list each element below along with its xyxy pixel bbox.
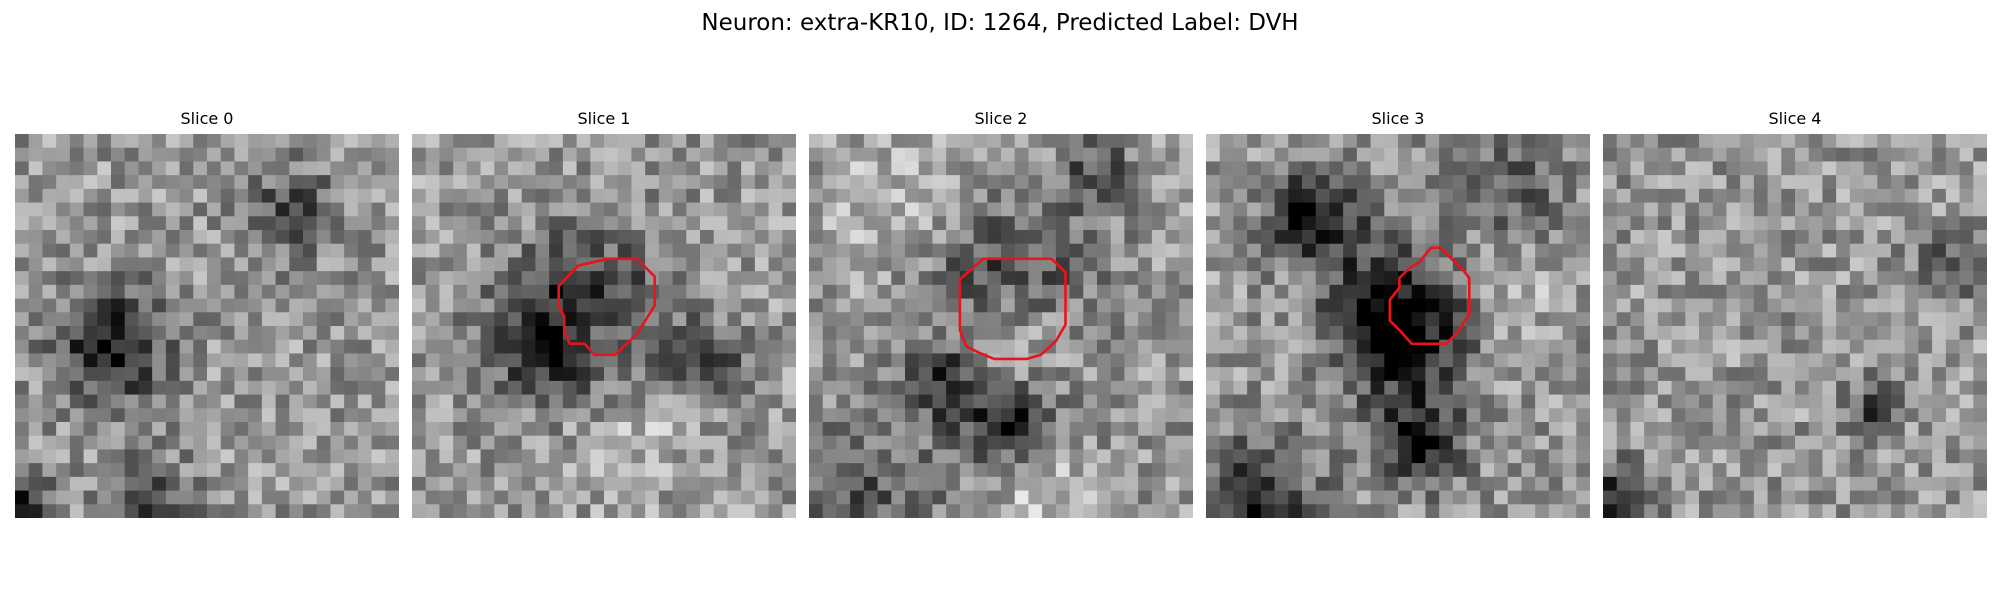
slice-panel-4: Slice 4 <box>1603 108 1987 518</box>
slice-panel-3: Slice 3 <box>1206 108 1590 518</box>
slice-panel-0: Slice 0 <box>15 108 399 518</box>
microscopy-image <box>412 134 796 518</box>
slice-title: Slice 1 <box>577 109 631 128</box>
microscopy-image <box>809 134 1193 518</box>
roi-contour <box>1388 246 1471 346</box>
slice-panel-1: Slice 1 <box>412 108 796 518</box>
roi-contour <box>958 257 1067 361</box>
microscopy-image <box>1206 134 1590 518</box>
microscopy-image <box>15 134 399 518</box>
slice-panel-2: Slice 2 <box>809 108 1193 518</box>
slice-title: Slice 3 <box>1371 109 1425 128</box>
roi-contour <box>557 257 656 357</box>
slice-title: Slice 0 <box>180 109 234 128</box>
slice-title: Slice 4 <box>1768 109 1822 128</box>
figure-title: Neuron: extra-KR10, ID: 1264, Predicted … <box>701 10 1299 36</box>
slice-title: Slice 2 <box>974 109 1028 128</box>
microscopy-image <box>1603 134 1987 518</box>
